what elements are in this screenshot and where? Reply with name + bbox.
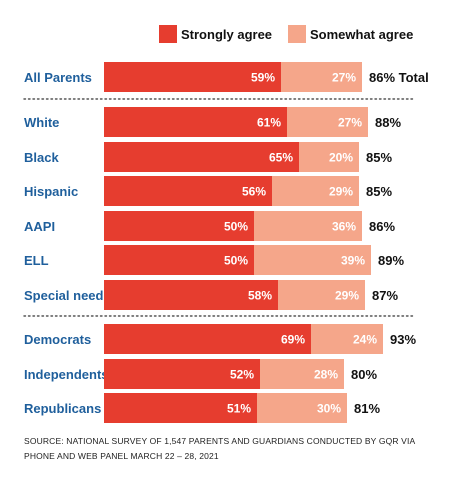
category-label: All Parents: [24, 70, 92, 85]
group-dividers: [23, 98, 416, 317]
bar-strongly-agree: [104, 359, 260, 389]
category-label: Hispanic: [24, 184, 78, 199]
total-label: 81%: [354, 401, 380, 416]
data-label-strongly-agree: 61%: [257, 116, 281, 130]
category-label: Special needs: [24, 288, 111, 303]
bar-somewhat-agree: [260, 359, 344, 389]
data-label-strongly-agree: 69%: [281, 333, 305, 347]
bar-somewhat-agree: [299, 142, 359, 172]
bar-somewhat-agree: [254, 211, 362, 241]
row-8: Independents 52% 28% 80%: [24, 359, 377, 389]
data-label-strongly-agree: 56%: [242, 185, 266, 199]
data-label-somewhat-agree: 28%: [314, 368, 338, 382]
row-7: Democrats 69% 24% 93%: [24, 324, 416, 354]
category-label: White: [24, 115, 59, 130]
bar-strongly-agree: [104, 324, 311, 354]
total-label: 85%: [366, 184, 392, 199]
data-label-strongly-agree: 50%: [224, 220, 248, 234]
data-label-somewhat-agree: 30%: [317, 402, 341, 416]
legend: Strongly agree Somewhat agree: [159, 25, 413, 43]
data-label-somewhat-agree: 27%: [338, 116, 362, 130]
total-label: 80%: [351, 367, 377, 382]
bar-strongly-agree: [104, 62, 281, 92]
bar-somewhat-agree: [278, 280, 365, 310]
data-label-somewhat-agree: 20%: [329, 151, 353, 165]
source-note: SOURCE: NATIONAL SURVEY OF 1,547 PARENTS…: [24, 436, 415, 461]
total-label: 93%: [390, 332, 416, 347]
bar-strongly-agree: [104, 393, 257, 423]
total-label: 88%: [375, 115, 401, 130]
data-label-strongly-agree: 51%: [227, 402, 251, 416]
category-label: Independents: [24, 367, 109, 382]
bar-strongly-agree: [104, 142, 299, 172]
data-label-strongly-agree: 50%: [224, 254, 248, 268]
category-label: Republicans: [24, 401, 101, 416]
category-label: ELL: [24, 253, 49, 268]
total-label: 85%: [366, 150, 392, 165]
bar-strongly-agree: [104, 245, 254, 275]
bar-somewhat-agree: [281, 62, 362, 92]
bar-somewhat-agree: [272, 176, 359, 206]
total-label: 87%: [372, 288, 398, 303]
bar-strongly-agree: [104, 211, 254, 241]
bar-somewhat-agree: [287, 107, 368, 137]
bar-strongly-agree: [104, 280, 278, 310]
stacked-bar-chart: Strongly agree Somewhat agree All Parents…: [23, 25, 429, 423]
data-label-somewhat-agree: 27%: [332, 71, 356, 85]
category-label: Black: [24, 150, 59, 165]
row-0: All Parents 59% 27% 86% Total: [24, 62, 429, 92]
category-label: AAPI: [24, 219, 55, 234]
data-label-strongly-agree: 58%: [248, 289, 272, 303]
data-label-strongly-agree: 65%: [269, 151, 293, 165]
row-9: Republicans 51% 30% 81%: [24, 393, 380, 423]
legend-swatch-1: [288, 25, 306, 43]
row-1: White 61% 27% 88%: [24, 107, 401, 137]
data-label-somewhat-agree: 29%: [335, 289, 359, 303]
legend-label-0: Strongly agree: [181, 27, 272, 42]
bar-strongly-agree: [104, 107, 287, 137]
data-label-somewhat-agree: 36%: [332, 220, 356, 234]
bar-somewhat-agree: [311, 324, 383, 354]
legend-label-1: Somewhat agree: [310, 27, 413, 42]
row-2: Black 65% 20% 85%: [24, 142, 392, 172]
bar-strongly-agree: [104, 176, 272, 206]
data-label-somewhat-agree: 24%: [353, 333, 377, 347]
row-5: ELL 50% 39% 89%: [24, 245, 404, 275]
data-label-strongly-agree: 52%: [230, 368, 254, 382]
row-3: Hispanic 56% 29% 85%: [24, 176, 392, 206]
data-label-strongly-agree: 59%: [251, 71, 275, 85]
bar-somewhat-agree: [257, 393, 347, 423]
total-label: 89%: [378, 253, 404, 268]
legend-swatch-0: [159, 25, 177, 43]
row-4: AAPI 50% 36% 86%: [24, 211, 395, 241]
chart-rows: All Parents 59% 27% 86% Total White 61% 27% 88%…: [24, 62, 429, 423]
total-label: 86% Total: [369, 70, 429, 85]
row-6: Special needs 58% 29% 87%: [24, 280, 398, 310]
data-label-somewhat-agree: 39%: [341, 254, 365, 268]
category-label: Democrats: [24, 332, 91, 347]
total-label: 86%: [369, 219, 395, 234]
bar-somewhat-agree: [254, 245, 371, 275]
data-label-somewhat-agree: 29%: [329, 185, 353, 199]
